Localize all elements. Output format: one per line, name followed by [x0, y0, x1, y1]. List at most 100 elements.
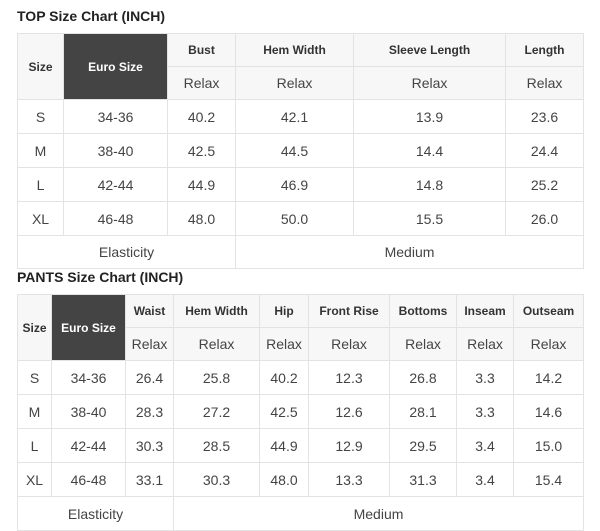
value-cell: 38-40: [51, 394, 126, 429]
value-cell: 31.3: [389, 462, 457, 497]
value-cell: 46-48: [63, 201, 168, 236]
fit-label: Relax: [173, 327, 260, 361]
value-cell: 25.2: [505, 167, 584, 202]
value-cell: 34-36: [63, 99, 168, 134]
value-cell: 34-36: [51, 360, 126, 395]
column-header: Bust: [167, 33, 236, 67]
size-cell: S: [17, 99, 64, 134]
fit-label: Relax: [235, 66, 354, 100]
value-cell: 40.2: [259, 360, 309, 395]
fit-label: Relax: [259, 327, 309, 361]
value-cell: 13.9: [353, 99, 506, 134]
value-cell: 28.1: [389, 394, 457, 429]
table-row: XL 46-48 48.0 50.0 15.5 26.0: [17, 201, 584, 236]
elasticity-label: Elasticity: [17, 496, 174, 531]
value-cell: 3.4: [456, 462, 514, 497]
value-cell: 3.3: [456, 394, 514, 429]
size-header: Size: [17, 294, 52, 361]
value-cell: 15.5: [353, 201, 506, 236]
value-cell: 30.3: [125, 428, 174, 463]
column-header: Hem Width: [173, 294, 260, 328]
table-row: XL 46-48 33.1 30.3 48.0 13.3 31.3 3.4 15.4: [17, 462, 584, 497]
column-header: Waist: [125, 294, 174, 328]
euro-size-header: Euro Size: [51, 294, 126, 361]
table-row: M 38-40 42.5 44.5 14.4 24.4: [17, 133, 584, 168]
fit-label: Relax: [389, 327, 457, 361]
column-header: Hem Width: [235, 33, 354, 67]
value-cell: 28.5: [173, 428, 260, 463]
value-cell: 26.4: [125, 360, 174, 395]
value-cell: 42-44: [51, 428, 126, 463]
size-cell: XL: [17, 462, 52, 497]
column-header: Hip: [259, 294, 309, 328]
fit-label: Relax: [308, 327, 390, 361]
value-cell: 12.9: [308, 428, 390, 463]
size-cell: S: [17, 360, 52, 395]
value-cell: 30.3: [173, 462, 260, 497]
value-cell: 48.0: [259, 462, 309, 497]
fit-label: Relax: [167, 66, 236, 100]
value-cell: 25.8: [173, 360, 260, 395]
fit-label: Relax: [125, 327, 174, 361]
value-cell: 15.0: [513, 428, 584, 463]
elasticity-value: Medium: [173, 496, 584, 531]
value-cell: 42.1: [235, 99, 354, 134]
value-cell: 46-48: [51, 462, 126, 497]
pants-chart-title: PANTS Size Chart (INCH): [17, 269, 184, 285]
column-header: Length: [505, 33, 584, 67]
column-header: Outseam: [513, 294, 584, 328]
value-cell: 3.3: [456, 360, 514, 395]
top-chart-title: TOP Size Chart (INCH): [17, 8, 166, 24]
size-cell: M: [17, 133, 64, 168]
fit-label: Relax: [353, 66, 506, 100]
value-cell: 14.4: [353, 133, 506, 168]
size-cell: L: [17, 167, 64, 202]
value-cell: 44.9: [167, 167, 236, 202]
table-row: M 38-40 28.3 27.2 42.5 12.6 28.1 3.3 14.6: [17, 394, 584, 429]
value-cell: 44.5: [235, 133, 354, 168]
value-cell: 33.1: [125, 462, 174, 497]
value-cell: 42-44: [63, 167, 168, 202]
table-row: S 34-36 26.4 25.8 40.2 12.3 26.8 3.3 14.2: [17, 360, 584, 395]
value-cell: 23.6: [505, 99, 584, 134]
fit-label: Relax: [456, 327, 514, 361]
value-cell: 12.3: [308, 360, 390, 395]
value-cell: 29.5: [389, 428, 457, 463]
table-row: S 34-36 40.2 42.1 13.9 23.6: [17, 99, 584, 134]
value-cell: 13.3: [308, 462, 390, 497]
column-header: Inseam: [456, 294, 514, 328]
value-cell: 38-40: [63, 133, 168, 168]
size-cell: XL: [17, 201, 64, 236]
euro-size-header: Euro Size: [63, 33, 168, 100]
column-header: Sleeve Length: [353, 33, 506, 67]
size-cell: M: [17, 394, 52, 429]
value-cell: 28.3: [125, 394, 174, 429]
value-cell: 14.2: [513, 360, 584, 395]
value-cell: 14.8: [353, 167, 506, 202]
value-cell: 40.2: [167, 99, 236, 134]
fit-label: Relax: [513, 327, 584, 361]
elasticity-value: Medium: [235, 235, 584, 269]
column-header: Front Rise: [308, 294, 390, 328]
column-header: Bottoms: [389, 294, 457, 328]
value-cell: 46.9: [235, 167, 354, 202]
size-header: Size: [17, 33, 64, 100]
value-cell: 24.4: [505, 133, 584, 168]
value-cell: 14.6: [513, 394, 584, 429]
table-row: L 42-44 30.3 28.5 44.9 12.9 29.5 3.4 15.0: [17, 428, 584, 463]
value-cell: 42.5: [259, 394, 309, 429]
size-cell: L: [17, 428, 52, 463]
top-size-table: Size Euro Size Bust Hem Width Sleeve Length L…: [17, 33, 584, 269]
value-cell: 50.0: [235, 201, 354, 236]
value-cell: 26.0: [505, 201, 584, 236]
pants-size-table: Size Euro Size Waist Hem Width Hip Front Rise…: [17, 294, 584, 531]
elasticity-label: Elasticity: [17, 235, 236, 269]
value-cell: 44.9: [259, 428, 309, 463]
value-cell: 27.2: [173, 394, 260, 429]
value-cell: 48.0: [167, 201, 236, 236]
value-cell: 15.4: [513, 462, 584, 497]
value-cell: 42.5: [167, 133, 236, 168]
value-cell: 26.8: [389, 360, 457, 395]
table-row: L 42-44 44.9 46.9 14.8 25.2: [17, 167, 584, 202]
value-cell: 12.6: [308, 394, 390, 429]
